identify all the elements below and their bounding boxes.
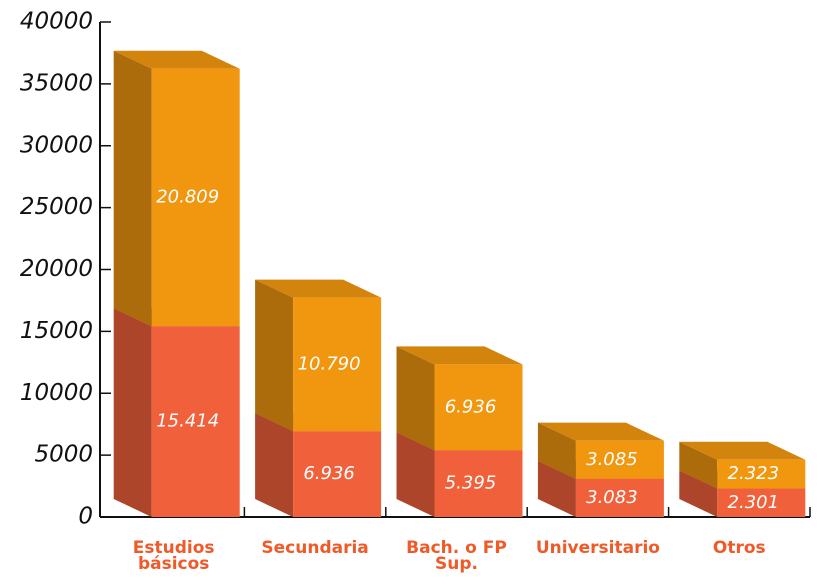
bar-front: [575, 440, 664, 479]
bar-front: [293, 431, 382, 517]
bar-side: [113, 50, 152, 327]
bar-side: [537, 460, 576, 517]
bar-side: [255, 413, 294, 517]
bar-front: [293, 297, 382, 432]
bar-side: [396, 432, 435, 517]
value-label: 5.395: [445, 473, 497, 494]
bar-side: [679, 441, 718, 489]
value-label: 20.809: [156, 186, 219, 207]
value-label: 3.083: [586, 487, 638, 508]
x-tick-label: Universitario: [536, 540, 660, 557]
bar: [113, 50, 240, 327]
bar-top: [113, 50, 240, 69]
bar-top: [537, 422, 664, 441]
bar-side: [255, 279, 294, 432]
bar-side: [113, 308, 152, 517]
bar-top: [255, 279, 382, 298]
value-label: 15.414: [156, 411, 219, 432]
bar-front: [434, 364, 523, 451]
x-tick-label: Bach. o FP Sup.: [401, 538, 513, 574]
y-tick-label: 0: [78, 504, 93, 530]
bar-front: [575, 478, 664, 517]
x-tick-label: Secundaria: [259, 538, 371, 558]
y-tick-label: 40000: [20, 9, 93, 35]
y-tick-label: 20000: [20, 256, 93, 282]
bar-front: [151, 68, 240, 327]
y-tick-label: 15000: [20, 318, 93, 344]
x-tick-text: Otros: [712, 538, 766, 558]
bar-side: [396, 346, 435, 451]
bar: [537, 422, 664, 479]
y-tick-label: 25000: [20, 194, 93, 220]
x-tick-label: Otros: [683, 538, 795, 558]
x-tick-text: Universitario: [535, 538, 660, 558]
bar-top: [396, 346, 523, 365]
bar-front: [717, 488, 806, 517]
y-tick-label: 35000: [20, 70, 93, 96]
bar-side: [537, 422, 576, 479]
value-label: 2.323: [728, 463, 780, 484]
bar-front: [151, 326, 240, 517]
x-tick-text: Secundaria: [261, 538, 369, 558]
x-tick-text: Bach. o FP Sup.: [406, 538, 507, 574]
y-tick-label: 5000: [34, 442, 93, 468]
bar: [679, 441, 806, 489]
bar-front: [434, 450, 523, 517]
y-tick-label: 10000: [20, 380, 93, 406]
bar-top: [679, 441, 806, 460]
y-tick-label: 30000: [20, 132, 93, 158]
value-label: 3.085: [586, 449, 638, 470]
bar: [255, 279, 382, 432]
bar-front: [717, 459, 806, 489]
value-label: 10.790: [298, 353, 361, 374]
bar-side: [679, 470, 718, 517]
x-tick-label: Estudios básicos: [118, 538, 230, 574]
value-label: 2.301: [728, 492, 780, 513]
bar: [396, 346, 523, 451]
value-label: 6.936: [303, 463, 355, 484]
value-label: 6.936: [445, 396, 497, 417]
x-tick-text: Estudios básicos: [132, 538, 215, 574]
